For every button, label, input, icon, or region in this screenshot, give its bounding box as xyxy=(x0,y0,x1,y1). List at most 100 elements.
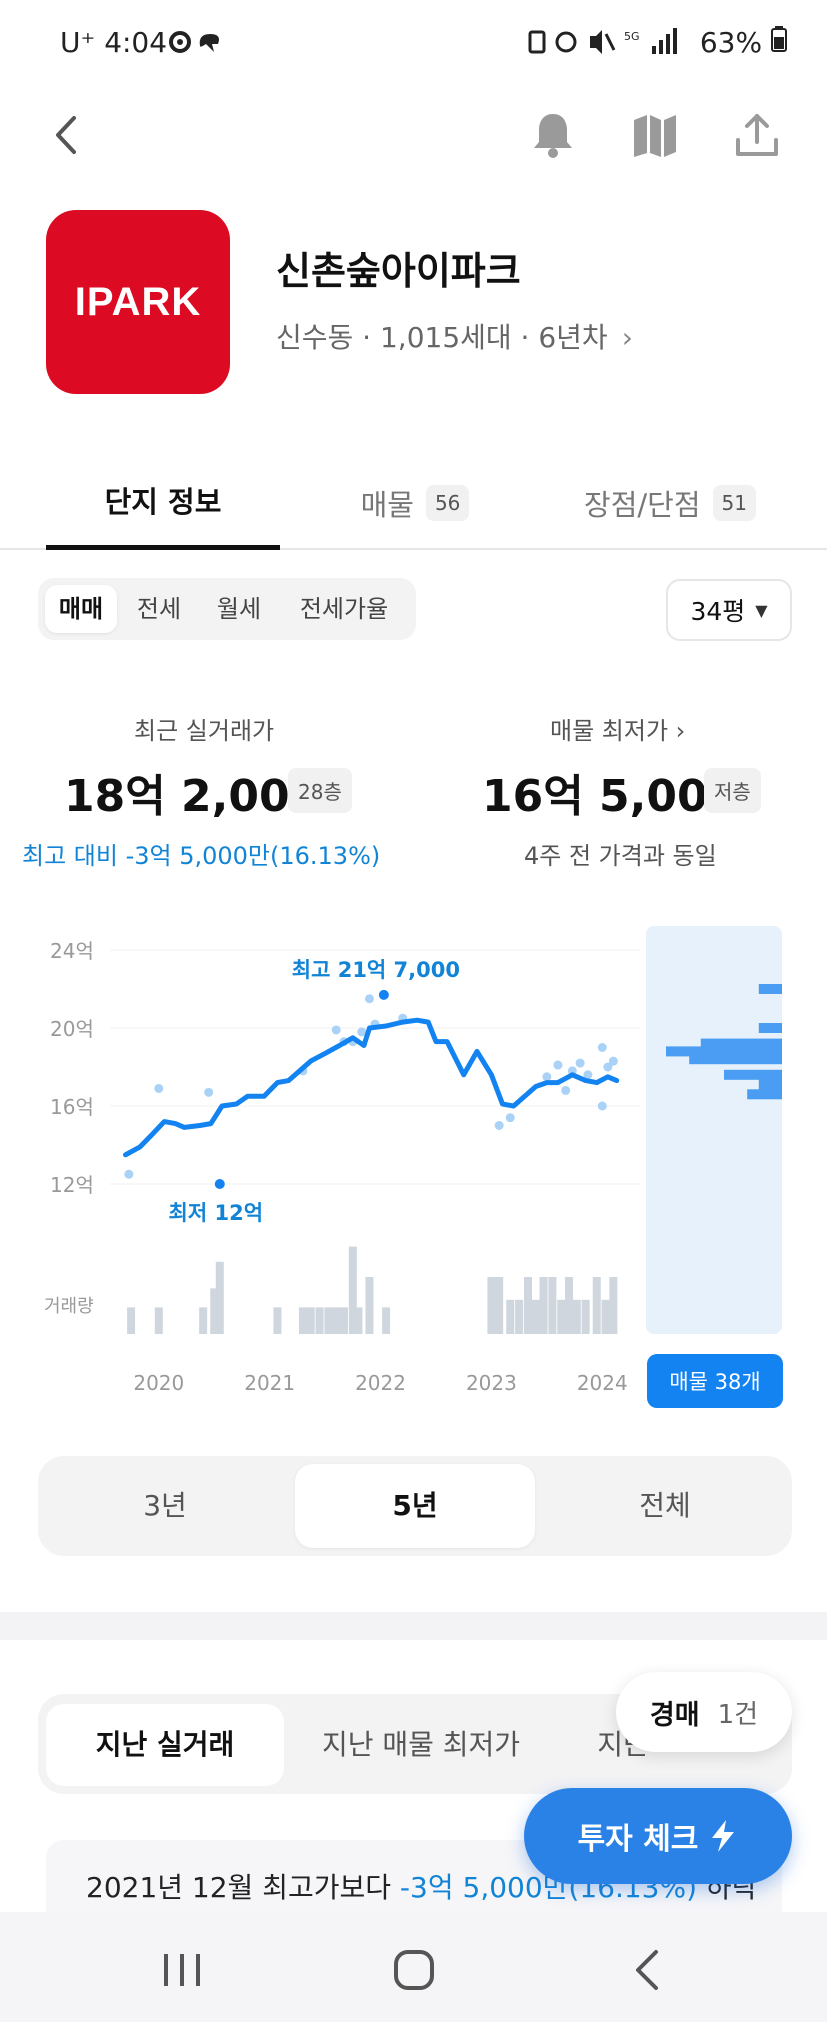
complex-subtitle[interactable]: 신수동 · 1,015세대 · 6년차 › xyxy=(276,316,633,356)
tab-listings[interactable]: 매물 56 xyxy=(330,455,500,550)
tab-pros-cons[interactable]: 장점/단점 51 xyxy=(560,455,780,550)
lowest-listing-price: 16억 5,000 xyxy=(482,771,739,822)
history-tab-transactions[interactable]: 지난 실거래 xyxy=(46,1704,284,1786)
system-back-icon[interactable] xyxy=(630,1948,666,1992)
status-bar: U⁺ 4:04 5G 63% xyxy=(0,0,827,90)
period-3y[interactable]: 3년 xyxy=(143,1489,187,1522)
transaction-point xyxy=(204,1087,214,1097)
period-5y[interactable]: 5년 xyxy=(295,1464,535,1548)
home-icon[interactable] xyxy=(392,1948,436,1992)
volume-label: 거래량 xyxy=(44,1296,94,1317)
history-tab-lowest-listing[interactable]: 지난 매물 최저가 xyxy=(321,1728,521,1761)
x-tick-label: 2022 xyxy=(355,1371,406,1395)
tab-complex-info[interactable]: 단지 정보 xyxy=(46,455,280,550)
caret-down-icon: ▼ xyxy=(755,600,768,620)
transaction-point xyxy=(331,1025,341,1035)
volume-bar xyxy=(273,1307,282,1334)
transaction-point xyxy=(597,1043,607,1052)
pros-cons-count-badge: 51 xyxy=(712,484,756,521)
volume-bar xyxy=(565,1277,574,1334)
volume-bar xyxy=(487,1277,496,1334)
recent-apps-icon[interactable] xyxy=(160,1950,204,1990)
volume-bar xyxy=(365,1277,374,1334)
deal-type-sale[interactable]: 매매 xyxy=(45,585,117,633)
transaction-point xyxy=(575,1058,585,1068)
listing-distribution-bar xyxy=(700,1038,782,1049)
listings-count-badge: 56 xyxy=(425,484,470,521)
history-tabs: 지난 실거래 지난 매물 최저가 지난 xyxy=(38,1694,792,1794)
volume-bar xyxy=(306,1307,315,1334)
volume-bar xyxy=(572,1299,581,1334)
volume-bar xyxy=(515,1299,524,1334)
complex-logo: IPARK xyxy=(46,210,230,394)
listing-distribution-bar xyxy=(758,984,782,994)
system-nav-bar xyxy=(0,1912,827,2022)
lowest-floor-badge: 저층 xyxy=(704,768,761,813)
volume-bar xyxy=(506,1299,515,1334)
status-icons-left xyxy=(168,26,228,60)
peak-diff-text: 최고 대비 -3억 5,000만(16.13%) xyxy=(22,842,381,870)
logo-text: IPARK xyxy=(74,279,202,324)
period-all[interactable]: 전체 xyxy=(639,1489,691,1522)
volume-bar xyxy=(348,1246,357,1334)
deal-type-jeonse-ratio[interactable]: 전세가율 xyxy=(299,595,389,623)
auction-button[interactable]: 경매 1건 xyxy=(616,1672,792,1752)
volume-bar xyxy=(524,1277,532,1334)
status-time: U⁺ 4:04 xyxy=(60,26,168,59)
listing-distribution-panel xyxy=(646,926,782,1334)
y-tick-label: 24억 xyxy=(50,939,94,963)
lowest-listing-label[interactable]: 매물 최저가 › xyxy=(550,717,686,745)
volume-bar xyxy=(199,1307,208,1334)
deal-type-jeonse[interactable]: 전세 xyxy=(136,595,182,623)
investment-check-button[interactable]: 투자 체크 xyxy=(524,1788,792,1884)
transaction-point xyxy=(124,1169,134,1179)
complex-name: 신촌숲아이파크 xyxy=(276,249,521,293)
status-icons-right: 5G xyxy=(528,24,688,62)
high-point-label: 최고 21억 7,000 xyxy=(292,958,460,982)
map-icon[interactable] xyxy=(630,110,680,160)
recent-price: 18억 2,000 xyxy=(64,771,321,822)
complex-subtitle-text: 신수동 · 1,015세대 · 6년차 xyxy=(276,321,608,354)
listings-count-button[interactable]: 매물 38개 xyxy=(647,1354,783,1408)
size-dropdown[interactable]: 34평 ▼ xyxy=(666,579,792,641)
transaction-point xyxy=(364,994,374,1004)
transaction-point xyxy=(505,1113,515,1123)
transaction-point xyxy=(357,1027,367,1037)
listing-distribution-bar xyxy=(747,1089,782,1100)
transaction-point xyxy=(553,1060,563,1070)
main-tabs: 단지 정보 매물 56 장점/단점 51 xyxy=(0,455,827,550)
volume-bar xyxy=(210,1288,219,1334)
x-tick-label: 2020 xyxy=(133,1371,184,1395)
low-point-label: 최저 12억 xyxy=(169,1201,264,1225)
transaction-point xyxy=(542,1072,552,1082)
battery-icon xyxy=(771,26,787,52)
volume-bar xyxy=(339,1307,348,1334)
volume-bar xyxy=(557,1299,566,1334)
volume-bar xyxy=(154,1307,163,1334)
volume-bar xyxy=(495,1277,504,1334)
deal-type-monthly[interactable]: 월세 xyxy=(216,595,262,623)
low-point-marker xyxy=(214,1179,225,1189)
share-icon[interactable] xyxy=(732,110,782,160)
transaction-point xyxy=(154,1083,164,1093)
volume-bar xyxy=(609,1277,618,1334)
volume-bar xyxy=(382,1307,391,1334)
volume-bar xyxy=(531,1299,540,1334)
volume-bar xyxy=(324,1307,333,1334)
x-tick-label: 2024 xyxy=(577,1371,628,1395)
y-tick-label: 16억 xyxy=(50,1095,94,1119)
period-selector: 3년 5년 전체 xyxy=(38,1456,792,1556)
lightning-icon xyxy=(712,1820,735,1852)
volume-bar xyxy=(215,1261,224,1334)
section-divider xyxy=(0,1612,827,1640)
listing-distribution-bar xyxy=(666,1046,782,1057)
transaction-point xyxy=(583,1070,593,1080)
x-tick-label: 2021 xyxy=(244,1371,295,1395)
volume-bar xyxy=(298,1307,307,1334)
listing-distribution-bar xyxy=(724,1069,782,1080)
battery-level: 63% xyxy=(700,26,787,59)
volume-bar xyxy=(592,1277,601,1334)
back-icon[interactable] xyxy=(42,110,92,160)
bell-icon[interactable] xyxy=(528,110,578,160)
